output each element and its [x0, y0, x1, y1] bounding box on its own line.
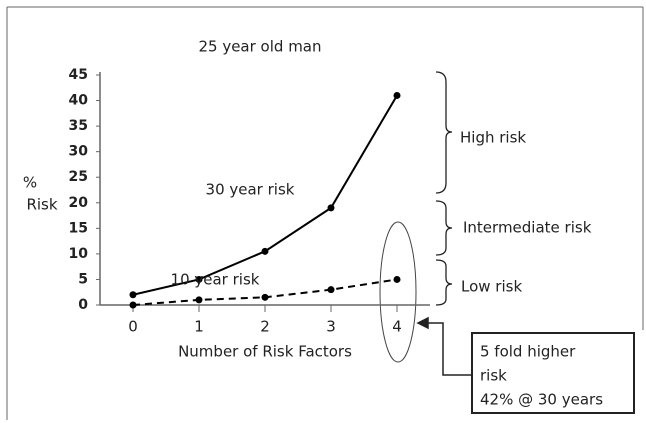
point [393, 275, 401, 283]
annotation: Intermediate risk [463, 219, 592, 237]
point [261, 247, 269, 255]
callout-text: risk [480, 367, 507, 385]
y-tick-label: 35 [69, 118, 88, 134]
x-tick-label: 2 [260, 318, 270, 336]
y-tick-label: 15 [69, 220, 88, 236]
point [195, 275, 203, 283]
callout-text: 42% @ 30 years [480, 391, 603, 409]
x-axis-label: Number of Risk Factors [178, 343, 352, 361]
x-tick-label: 0 [128, 318, 138, 336]
y-tick-label: 10 [69, 246, 89, 262]
frame [6, 6, 644, 420]
x-tick-label: 4 [392, 318, 402, 336]
y-tick-label: 5 [78, 271, 88, 287]
point [327, 286, 335, 294]
y-tick-label: 40 [69, 93, 89, 109]
annotation: Low risk [461, 278, 522, 296]
y-axis-label: Risk [26, 196, 57, 214]
x-tick-label: 1 [194, 318, 204, 336]
point [129, 301, 137, 309]
x-tick-label: 3 [326, 318, 336, 336]
y-tick-label: 25 [69, 169, 88, 185]
series-label: 30 year risk [206, 181, 295, 199]
point [261, 293, 269, 301]
point [393, 91, 401, 99]
y-tick-label: 20 [69, 195, 89, 211]
callout-box [471, 332, 635, 414]
point [195, 296, 203, 304]
callout-text: 5 fold higher [480, 343, 576, 361]
point [327, 204, 335, 212]
highlight-ellipse [379, 221, 417, 363]
brackets [435, 71, 453, 306]
y-tick-label: 30 [69, 144, 89, 160]
y-tick-label: 45 [69, 67, 88, 83]
y-tick-label: 0 [78, 297, 88, 313]
callout-arrow [416, 316, 472, 376]
series-label: 10 year risk [171, 271, 260, 289]
annotation: High risk [460, 129, 526, 147]
y-axis-label: % [23, 174, 37, 192]
point [129, 291, 137, 299]
chart-title: 25 year old man [198, 38, 321, 56]
